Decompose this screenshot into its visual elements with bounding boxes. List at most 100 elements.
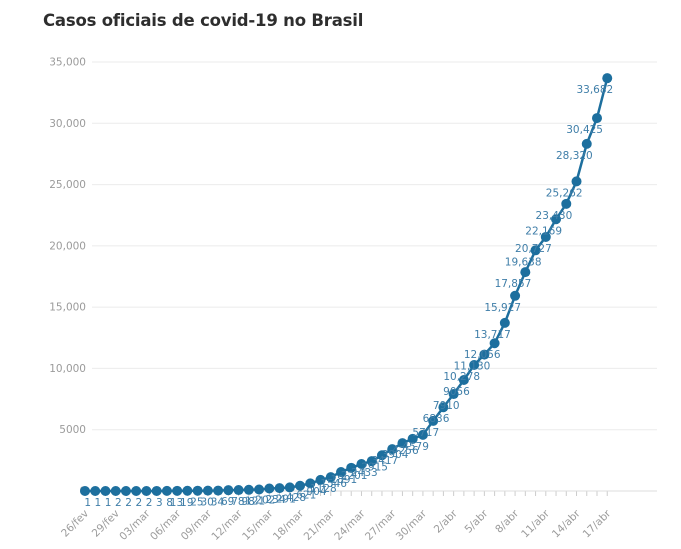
data-point[interactable] — [305, 478, 316, 489]
data-point[interactable] — [274, 483, 285, 494]
data-point[interactable] — [561, 198, 572, 209]
data-point[interactable] — [551, 214, 562, 225]
data-point[interactable] — [458, 374, 469, 385]
data-point-label: 2 — [115, 497, 122, 509]
data-point[interactable] — [469, 360, 480, 371]
data-point-label: 3904 — [382, 449, 409, 461]
x-axis-label: 11/abr — [519, 507, 552, 540]
data-point-label: 428 — [286, 492, 306, 504]
data-point[interactable] — [438, 402, 449, 413]
data-point[interactable] — [315, 474, 326, 485]
data-point[interactable] — [90, 485, 101, 496]
y-axis-label: 5000 — [59, 424, 86, 436]
x-axis-label: 06/mar — [148, 507, 184, 543]
data-point[interactable] — [520, 267, 531, 278]
data-point[interactable] — [120, 485, 131, 496]
data-point[interactable] — [295, 480, 306, 491]
data-point[interactable] — [100, 485, 111, 496]
data-point-label: 19,638 — [505, 256, 542, 268]
data-point-label: 19 — [180, 497, 193, 509]
data-point-label: 3 — [156, 497, 163, 509]
x-axis-label: 2/abr — [432, 507, 461, 536]
x-axis-label: 03/mar — [117, 507, 153, 543]
data-point[interactable] — [336, 467, 346, 478]
data-point[interactable] — [417, 429, 428, 440]
data-point[interactable] — [325, 472, 336, 483]
data-point[interactable] — [182, 485, 193, 496]
data-point[interactable] — [243, 484, 254, 495]
data-point[interactable] — [571, 176, 582, 187]
data-point[interactable] — [592, 113, 602, 124]
data-point[interactable] — [141, 485, 152, 496]
x-axis-label: 09/mar — [179, 507, 215, 543]
data-point[interactable] — [428, 415, 439, 426]
data-point[interactable] — [479, 349, 490, 360]
data-point-label: 5717 — [412, 427, 439, 439]
data-point[interactable] — [366, 456, 377, 467]
data-point[interactable] — [356, 459, 367, 470]
data-point[interactable] — [510, 290, 521, 301]
data-point-label: 2 — [136, 497, 143, 509]
data-point[interactable] — [346, 462, 357, 473]
data-point[interactable] — [254, 484, 265, 495]
data-point[interactable] — [499, 317, 510, 328]
data-point[interactable] — [151, 485, 162, 496]
data-point-label: 1 — [84, 497, 91, 509]
data-point[interactable] — [602, 73, 613, 84]
y-axis-label: 30,000 — [49, 118, 86, 130]
data-point-label: 13,717 — [474, 329, 511, 341]
data-point[interactable] — [376, 450, 387, 461]
x-axis-label: 26/fev — [59, 508, 91, 540]
data-point-label: 121 — [245, 496, 265, 508]
data-point-label: 1 — [95, 497, 102, 509]
data-point[interactable] — [264, 483, 275, 494]
y-axis-label: 10,000 — [49, 363, 86, 375]
x-axis-label: 14/abr — [550, 507, 583, 540]
data-point[interactable] — [131, 485, 142, 496]
data-point-label: 2201 — [341, 470, 368, 482]
data-point[interactable] — [448, 389, 459, 400]
data-point-label: 78 — [231, 496, 244, 508]
data-point[interactable] — [233, 485, 244, 496]
data-point-label: 69 — [221, 496, 234, 508]
data-point[interactable] — [397, 438, 408, 449]
x-axis-label: 12/mar — [209, 507, 245, 543]
data-point-label: 22,169 — [525, 225, 562, 237]
data-point[interactable] — [223, 485, 234, 496]
data-point[interactable] — [489, 338, 500, 349]
y-axis-label: 20,000 — [49, 240, 86, 252]
data-point-label: 12,056 — [464, 349, 501, 361]
data-point[interactable] — [387, 444, 398, 455]
data-point[interactable] — [202, 485, 213, 496]
data-point-label: 2433 — [351, 467, 378, 479]
data-point-label: 11,130 — [454, 361, 491, 373]
data-point[interactable] — [192, 485, 203, 496]
data-point-label: 1 — [105, 497, 112, 509]
data-point[interactable] — [284, 482, 295, 493]
data-point[interactable] — [540, 231, 551, 242]
data-point-label: 4579 — [402, 441, 429, 453]
data-point[interactable] — [110, 485, 121, 496]
data-point[interactable] — [581, 138, 592, 149]
data-point-label: 30 — [201, 497, 214, 509]
data-point[interactable] — [407, 433, 418, 444]
data-point-label: 6836 — [423, 413, 450, 425]
data-point-label: 1891 — [331, 474, 358, 486]
data-point-label: 621 — [296, 489, 316, 501]
data-point[interactable] — [161, 485, 172, 496]
data-point-label: 2915 — [361, 461, 388, 473]
x-axis-label: 15/mar — [240, 507, 276, 543]
data-point-label: 291 — [276, 493, 296, 505]
data-point-label: 10,278 — [443, 371, 480, 383]
data-point[interactable] — [172, 485, 183, 496]
data-point-label: 17,857 — [495, 278, 532, 290]
data-point-label: 7910 — [433, 400, 460, 412]
data-point-label: 3417 — [371, 455, 398, 467]
data-point-label: 34 — [211, 497, 225, 509]
data-point[interactable] — [80, 485, 90, 496]
data-point[interactable] — [530, 245, 541, 256]
data-point-label: 25 — [190, 497, 203, 509]
x-axis-label: 24/mar — [332, 507, 368, 543]
data-point[interactable] — [213, 485, 224, 496]
